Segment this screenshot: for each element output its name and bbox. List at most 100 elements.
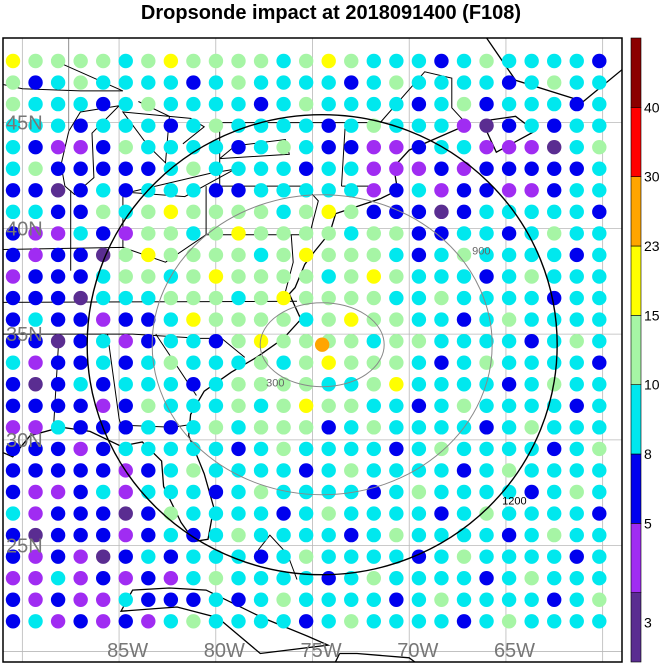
impact-dot [231, 420, 246, 435]
impact-dot [208, 204, 224, 220]
impact-dot [253, 161, 269, 176]
impact-dot [28, 571, 43, 586]
impact-dot [321, 484, 336, 500]
impact-dot [73, 463, 88, 478]
impact-dot [186, 592, 201, 607]
impact-dot [118, 161, 133, 176]
map-frame [2, 37, 623, 663]
impact-dot [501, 355, 517, 370]
impact-dot [50, 183, 66, 198]
impact-dot [321, 377, 336, 392]
impact-dot [411, 571, 427, 586]
impact-dot [276, 441, 291, 457]
impact-dot [298, 290, 314, 306]
impact-dot [73, 398, 88, 413]
impact-dot [569, 204, 584, 220]
impact-dot [96, 355, 111, 370]
impact-dot [524, 140, 539, 155]
impact-dot [411, 441, 427, 457]
impact-dot [569, 527, 584, 543]
impact-dot [141, 463, 156, 478]
impact-dot [118, 96, 133, 112]
impact-dot [163, 398, 179, 413]
impact-dot [569, 592, 584, 607]
impact-dot [186, 96, 201, 112]
impact-dot [524, 463, 539, 478]
colorbar-tick-label: 5 [644, 515, 652, 531]
impact-dot [208, 312, 224, 327]
impact-dot [253, 140, 269, 155]
impact-dot [298, 463, 314, 478]
impact-dot [344, 614, 359, 629]
impact-dot [592, 355, 607, 370]
impact-dot [50, 96, 66, 112]
impact-dot [569, 183, 584, 198]
contour-label: 900 [472, 246, 490, 258]
impact-dot [456, 53, 472, 69]
impact-dot [253, 377, 269, 392]
contour-label: 1200 [502, 496, 526, 508]
impact-dot [344, 118, 359, 133]
impact-dot [141, 571, 156, 586]
impact-dot [163, 463, 179, 478]
impact-dot [456, 118, 472, 133]
impact-dot [321, 420, 336, 435]
impact-dot [208, 441, 224, 457]
impact-dot [344, 441, 359, 457]
impact-dot [276, 226, 291, 241]
impact-dot [186, 118, 201, 133]
impact-dot [28, 527, 43, 543]
impact-dot [592, 290, 607, 306]
impact-dot [524, 377, 539, 392]
impact-dot [253, 269, 269, 284]
impact-dot [96, 592, 111, 607]
impact-dot [208, 75, 224, 90]
impact-dot [592, 75, 607, 90]
impact-dot [456, 269, 472, 284]
impact-dot [389, 333, 404, 349]
impact-dot [592, 204, 607, 220]
impact-dot [253, 183, 269, 198]
colorbar-tick-label: 10 [644, 377, 660, 393]
impact-dot [73, 614, 88, 629]
impact-dot [456, 571, 472, 586]
impact-dot [28, 592, 43, 607]
impact-dot [411, 247, 427, 263]
impact-dot [592, 183, 607, 198]
impact-dot [50, 506, 66, 521]
impact-dot [276, 527, 291, 543]
impact-dot [118, 204, 133, 220]
impact-dot [569, 571, 584, 586]
impact-dot [118, 592, 133, 607]
impact-dot [253, 549, 269, 564]
impact-dot [298, 312, 314, 327]
impact-dot [321, 75, 336, 90]
impact-dot [186, 161, 201, 176]
impact-dot [208, 226, 224, 241]
impact-dot [73, 96, 88, 112]
impact-dot [5, 463, 21, 478]
impact-dot [569, 226, 584, 241]
impact-dot [253, 527, 269, 543]
impact-dot [479, 96, 494, 112]
impact-dot [5, 333, 21, 349]
impact-dot [366, 247, 381, 263]
impact-dot [231, 441, 246, 457]
impact-dot [434, 398, 449, 413]
impact-dot [569, 75, 584, 90]
impact-dot [321, 527, 336, 543]
impact-dot [118, 140, 133, 155]
impact-dot [501, 549, 517, 564]
impact-dot [344, 463, 359, 478]
impact-dot [50, 420, 66, 435]
impact-dot [547, 420, 562, 435]
impact-dot [344, 96, 359, 112]
impact-dot [231, 118, 246, 133]
impact-dot [50, 269, 66, 284]
impact-dot-max [314, 337, 330, 352]
impact-dot [186, 247, 201, 263]
impact-dot [5, 312, 21, 327]
impact-dot [253, 355, 269, 370]
impact-dot [96, 161, 111, 176]
impact-dot [186, 53, 201, 69]
